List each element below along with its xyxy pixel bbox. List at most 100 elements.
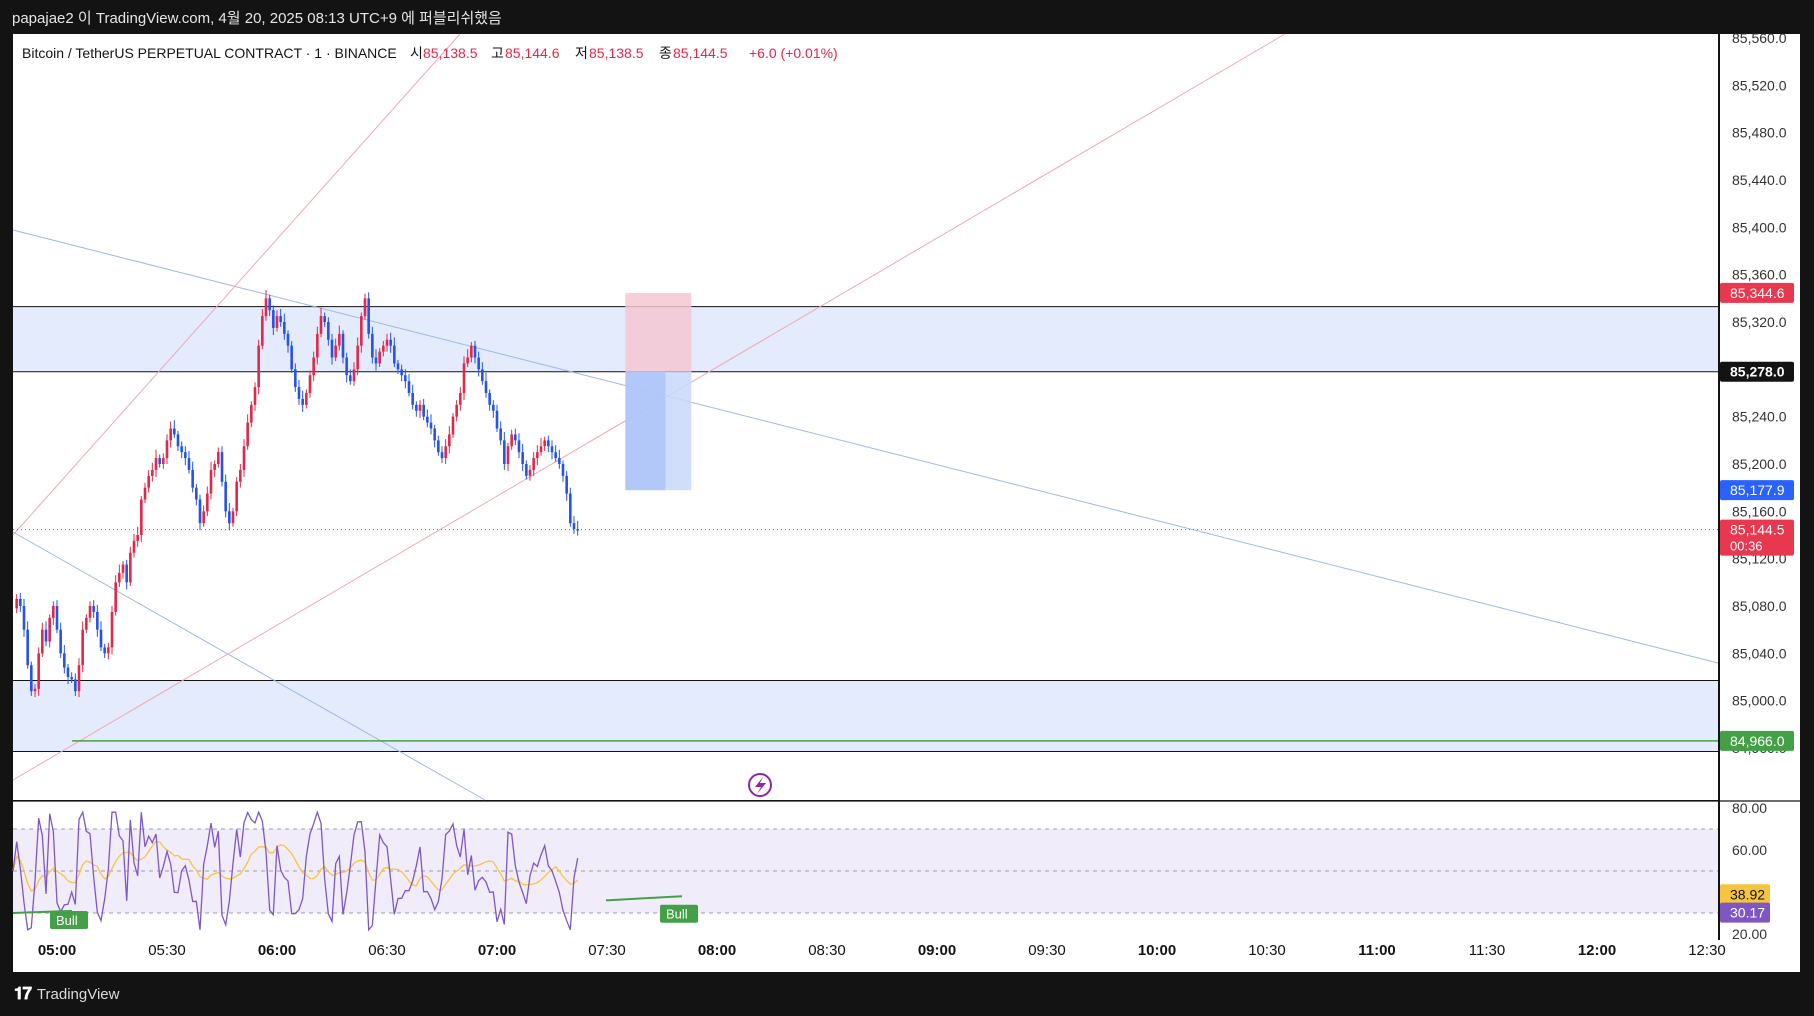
time-tick-label: 07:00: [478, 942, 516, 959]
candle-body: [484, 381, 488, 393]
price-badge-countdown: 00:36: [1730, 539, 1763, 554]
candle-body: [393, 345, 396, 364]
time-tick-label: 11:30: [1469, 942, 1505, 959]
candle-body: [360, 316, 363, 346]
candle-body: [301, 398, 304, 405]
candle-body: [224, 481, 227, 512]
candle-body: [118, 572, 121, 583]
candle-body: [532, 458, 535, 470]
candle-body: [426, 416, 429, 423]
time-tick-label: 09:00: [918, 942, 956, 959]
candle-body: [191, 469, 194, 488]
candle-body: [187, 458, 191, 470]
candle-body: [70, 677, 73, 680]
price-badge-label: 85,344.6: [1730, 285, 1785, 301]
candle-body: [294, 369, 297, 388]
candle-body: [246, 422, 249, 447]
zone-0: [13, 306, 1718, 372]
price-tick-label: 85,520.0: [1732, 77, 1787, 93]
price-badge-label: 85,177.9: [1730, 482, 1785, 498]
legend-h-value: 85,144.6: [505, 45, 560, 61]
rsi-tick-label: 80.00: [1732, 800, 1767, 816]
candle-body: [206, 493, 209, 512]
candle-body: [437, 440, 440, 453]
trendline-down-long: [12, 229, 1719, 664]
zone-1: [13, 680, 1718, 752]
candle-body: [514, 434, 517, 441]
candle-body: [55, 606, 59, 630]
candle-body: [129, 552, 132, 583]
candle-body: [198, 499, 202, 524]
candle-body: [26, 629, 29, 666]
candle-body: [371, 333, 374, 358]
bull-label-bg: [50, 911, 88, 929]
candle-body: [96, 611, 99, 630]
candle-body: [136, 535, 139, 541]
candle-body: [165, 440, 169, 459]
candle-body: [250, 404, 253, 423]
candle-body: [30, 665, 33, 692]
candle-body: [418, 404, 422, 411]
candle-body: [297, 387, 301, 399]
time-tick-label: 08:30: [808, 942, 846, 959]
candle-body: [107, 647, 110, 654]
price-tick-label: 85,560.0: [1732, 30, 1787, 46]
price-tick-label: 85,040.0: [1732, 645, 1787, 661]
candle-body: [231, 511, 235, 524]
candle-body: [378, 351, 381, 364]
candle-body: [470, 345, 473, 358]
candle-body: [59, 629, 62, 654]
rsi-value-badge: 30.17: [1730, 905, 1765, 921]
price-badge-bg: [1720, 519, 1794, 556]
candle-body: [451, 416, 455, 435]
candle-body: [510, 434, 513, 447]
candle-body: [195, 487, 198, 500]
candle-body: [180, 446, 183, 453]
price-badge-bg: [1720, 480, 1794, 501]
candle-body: [429, 422, 433, 429]
event-marker-icon: [748, 773, 772, 797]
candle-body: [396, 363, 400, 370]
candle-body: [572, 523, 576, 530]
rsi-ma-badge: 38.92: [1730, 886, 1765, 902]
candle-body: [37, 653, 40, 689]
candle-body: [543, 440, 546, 447]
legend: Bitcoin / TetherUS PERPETUAL CONTRACT · …: [22, 45, 838, 61]
candle-body: [15, 598, 18, 609]
trendline-down-short: [12, 531, 486, 801]
time-tick-label: 05:00: [38, 942, 76, 959]
candle-body: [19, 598, 22, 606]
candle-body: [554, 452, 557, 459]
legend-c-value: 85,144.5: [673, 45, 728, 61]
candle-body: [316, 333, 319, 358]
rsi-line: [12, 810, 579, 932]
candle-body: [290, 345, 293, 370]
candle-body: [561, 464, 565, 476]
candle-body: [132, 540, 136, 553]
candle-body: [74, 679, 77, 692]
candle-body: [422, 404, 425, 417]
candle-body: [481, 369, 484, 382]
candle-body: [367, 298, 370, 334]
candle-body: [462, 363, 466, 393]
tradingview-logo-icon: 𝟏𝟕: [14, 984, 32, 1003]
candle-body: [341, 333, 345, 358]
candle-body: [202, 511, 205, 524]
candle-body: [268, 298, 271, 311]
rsi-band-bg: [13, 829, 1718, 913]
candle-body: [352, 369, 356, 382]
price-tick-label: 85,080.0: [1732, 598, 1787, 614]
candle-body: [22, 606, 26, 630]
candle-body: [536, 452, 539, 459]
bull-label-bg: [660, 904, 698, 923]
candle-body: [48, 617, 51, 642]
candle-body: [327, 322, 330, 340]
candle-body: [517, 440, 521, 453]
candle-body: [114, 582, 117, 612]
candle-body: [220, 452, 224, 482]
candle-body: [550, 446, 554, 453]
candle-body: [308, 375, 312, 393]
candle-body: [41, 629, 44, 654]
legend-o-value: 85,138.5: [423, 45, 478, 61]
